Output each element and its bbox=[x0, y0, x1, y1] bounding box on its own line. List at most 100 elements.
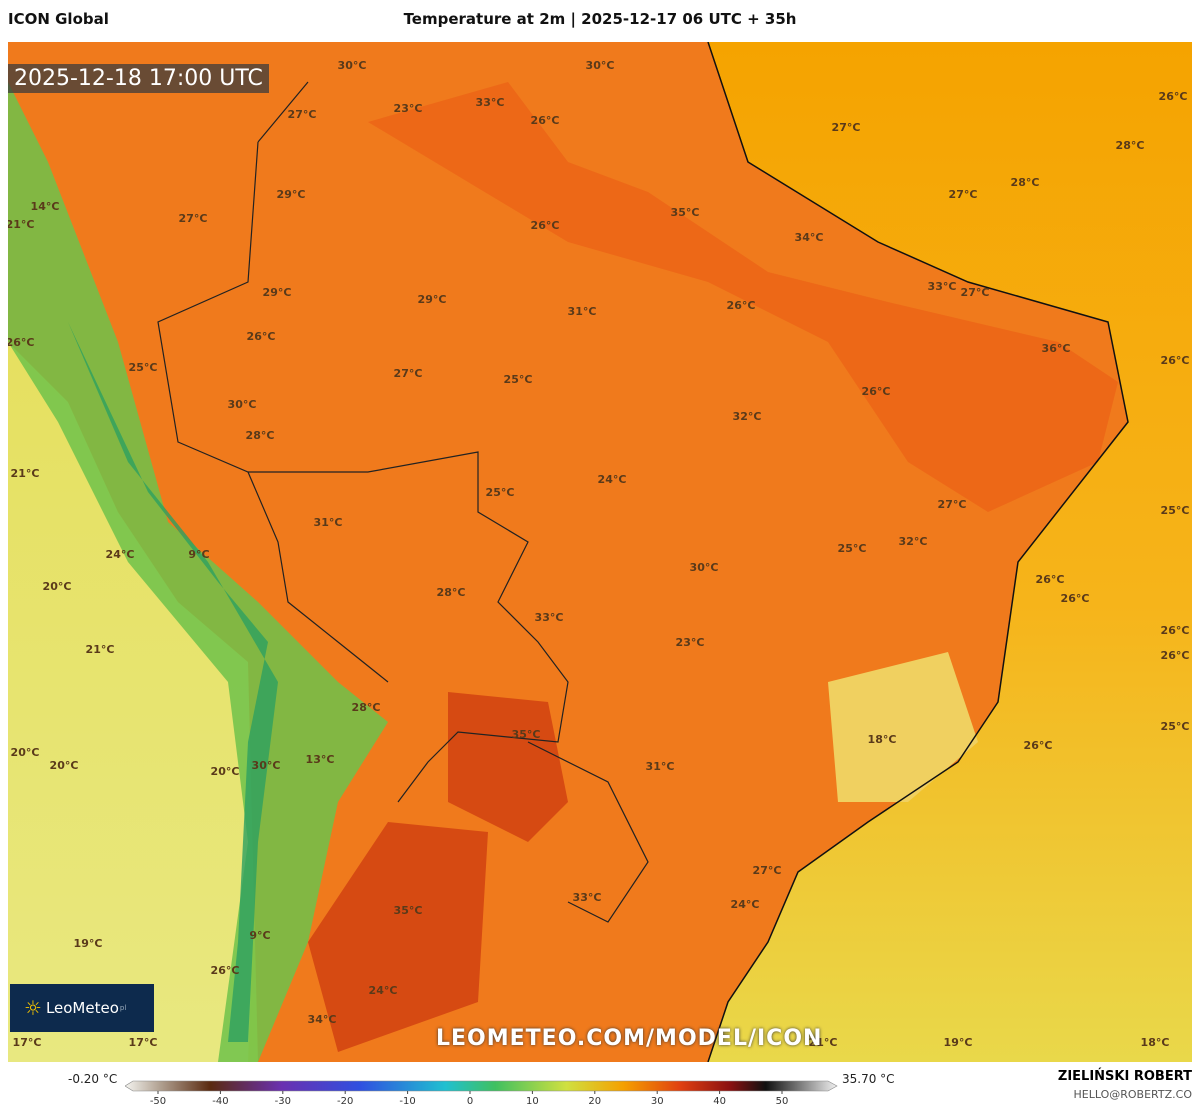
temp-label: 27°C bbox=[394, 367, 423, 380]
temp-label: 33°C bbox=[573, 891, 602, 904]
temp-label: 30°C bbox=[338, 59, 367, 72]
logo-suffix: pl bbox=[119, 1004, 127, 1012]
temp-label: 21°C bbox=[809, 1036, 838, 1049]
temp-label: 24°C bbox=[106, 548, 135, 561]
temp-label: 29°C bbox=[263, 286, 292, 299]
colorbar-tick-label: -20 bbox=[337, 1096, 353, 1107]
author: ZIELIŃSKI ROBERT bbox=[1057, 1069, 1192, 1084]
temp-label: 26°C bbox=[1161, 354, 1190, 367]
temp-label: 34°C bbox=[308, 1013, 337, 1026]
temp-label: 13°C bbox=[306, 753, 335, 766]
temp-label: 26°C bbox=[1161, 624, 1190, 637]
temp-label: 27°C bbox=[179, 212, 208, 225]
temp-label: 20°C bbox=[211, 765, 240, 778]
temp-label: 26°C bbox=[1024, 739, 1053, 752]
hot-zone bbox=[368, 82, 1118, 512]
temp-label: 32°C bbox=[733, 410, 762, 423]
temp-label: 9°C bbox=[249, 929, 270, 942]
logo-name: LeoMeteo bbox=[45, 999, 119, 1017]
temp-label: 26°C bbox=[1159, 90, 1188, 103]
temp-label: 26°C bbox=[211, 964, 240, 977]
temp-label: 36°C bbox=[1042, 342, 1071, 355]
temp-label: 26°C bbox=[862, 385, 891, 398]
temp-label: 20°C bbox=[43, 580, 72, 593]
borders bbox=[157, 81, 649, 923]
temp-label: 27°C bbox=[753, 864, 782, 877]
temp-label: 26°C bbox=[1036, 573, 1065, 586]
temp-label: 28°C bbox=[246, 429, 275, 442]
cool-zone bbox=[828, 652, 978, 802]
model-name: ICON Global bbox=[8, 10, 109, 28]
colorbar-tick-label: -30 bbox=[275, 1096, 291, 1107]
temp-label: 24°C bbox=[598, 473, 627, 486]
temp-label: 35°C bbox=[512, 728, 541, 741]
temp-label: 28°C bbox=[352, 701, 381, 714]
temp-label: 19°C bbox=[944, 1036, 973, 1049]
temp-label: 26°C bbox=[1161, 649, 1190, 662]
temp-label: 26°C bbox=[531, 219, 560, 232]
temp-label: 21°C bbox=[86, 643, 115, 656]
temp-label: 21°C bbox=[8, 218, 34, 231]
temp-label: 25°C bbox=[504, 373, 533, 386]
temp-label: 29°C bbox=[418, 293, 447, 306]
temp-label: 32°C bbox=[899, 535, 928, 548]
temp-label: 31°C bbox=[568, 305, 597, 318]
map-title: Temperature at 2m | 2025-12-17 06 UTC + … bbox=[403, 10, 797, 28]
watermark: LEOMETEO.COM/MODEL/ICON bbox=[436, 1026, 823, 1051]
colorbar-tick-label: 30 bbox=[651, 1096, 664, 1107]
temp-label: 19°C bbox=[74, 937, 103, 950]
temp-label: 20°C bbox=[11, 746, 40, 759]
temp-label: 33°C bbox=[928, 280, 957, 293]
temp-label: 33°C bbox=[535, 611, 564, 624]
temp-label: 29°C bbox=[277, 188, 306, 201]
pacific bbox=[8, 342, 258, 1062]
coastline bbox=[707, 42, 1129, 1062]
temp-label: 30°C bbox=[252, 759, 281, 772]
temp-label: 26°C bbox=[8, 336, 34, 349]
temp-label: 31°C bbox=[314, 516, 343, 529]
colorbar-tick-label: -40 bbox=[212, 1096, 228, 1107]
temp-label: 25°C bbox=[1161, 504, 1190, 517]
temp-label: 26°C bbox=[531, 114, 560, 127]
colorbar-tick-label: 20 bbox=[588, 1096, 601, 1107]
colorbar-ticks: -50 -40 -30 -20 -10 0 10 20 30 40 50 bbox=[150, 1091, 789, 1107]
colorbar-tick-label: -50 bbox=[150, 1096, 166, 1107]
temp-label: 14°C bbox=[31, 200, 60, 213]
temp-label: 35°C bbox=[671, 206, 700, 219]
temp-label: 25°C bbox=[129, 361, 158, 374]
temp-label: 24°C bbox=[731, 898, 760, 911]
andes bbox=[8, 82, 388, 1062]
temp-label: 18°C bbox=[1141, 1036, 1170, 1049]
colorbar-tick-label: -10 bbox=[399, 1096, 415, 1107]
temp-label: 28°C bbox=[1116, 139, 1145, 152]
temp-label: 30°C bbox=[586, 59, 615, 72]
colorbar-tick-label: 50 bbox=[776, 1096, 789, 1107]
temp-label: 25°C bbox=[1161, 720, 1190, 733]
temp-label: 27°C bbox=[288, 108, 317, 121]
temp-label: 35°C bbox=[394, 904, 423, 917]
temp-label: 26°C bbox=[727, 299, 756, 312]
temp-labels: 30°C 30°C 33°C 23°C 27°C 26°C 26°C 27°C 28°C 29°C… bbox=[8, 59, 1189, 1049]
colorbar-gradient bbox=[125, 1080, 838, 1092]
temp-label: 23°C bbox=[394, 102, 423, 115]
temp-label: 28°C bbox=[437, 586, 466, 599]
temp-label: 26°C bbox=[247, 330, 276, 343]
legend-max: 35.70 °C bbox=[842, 1072, 895, 1086]
temp-label: 17°C bbox=[129, 1036, 158, 1049]
temp-label: 25°C bbox=[486, 486, 515, 499]
email: HELLO@ROBERTZ.CO bbox=[1073, 1088, 1192, 1101]
temp-label: 30°C bbox=[228, 398, 257, 411]
valid-time: 2025-12-18 17:00 UTC bbox=[8, 64, 269, 93]
hot-zone bbox=[308, 692, 568, 1052]
temp-label: 18°C bbox=[868, 733, 897, 746]
temp-label: 30°C bbox=[690, 561, 719, 574]
map: 30°C 30°C 33°C 23°C 27°C 26°C 26°C 27°C 28°C 29°C… bbox=[8, 42, 1192, 1062]
temp-label: 27°C bbox=[832, 121, 861, 134]
temp-label: 27°C bbox=[949, 188, 978, 201]
temp-label: 34°C bbox=[795, 231, 824, 244]
temp-label: 25°C bbox=[838, 542, 867, 555]
temp-label: 17°C bbox=[13, 1036, 42, 1049]
temp-label: 33°C bbox=[476, 96, 505, 109]
temp-label: 21°C bbox=[11, 467, 40, 480]
